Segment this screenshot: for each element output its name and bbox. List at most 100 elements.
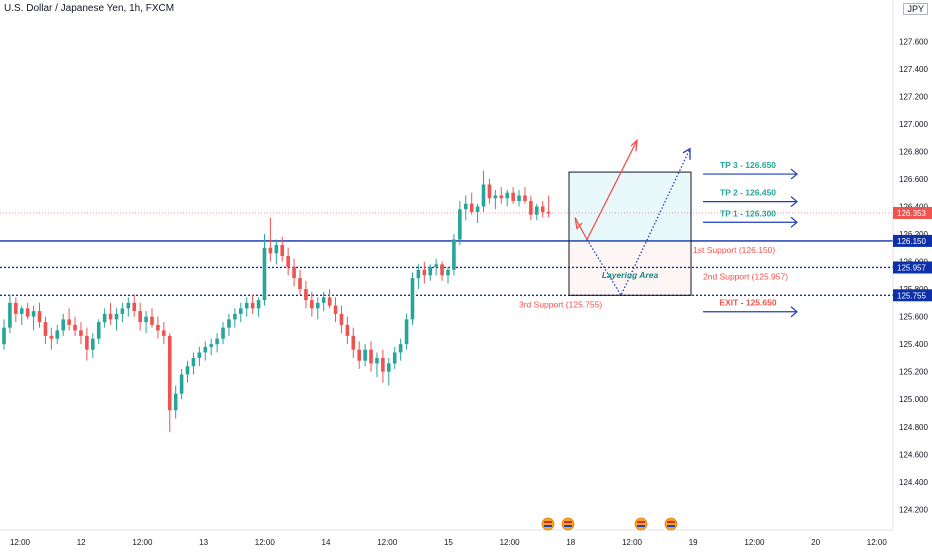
candle-body <box>381 357 385 372</box>
price-tick-label: 127.600 <box>899 37 928 46</box>
price-tick-label: 124.200 <box>899 505 928 514</box>
price-tick-label: 125.000 <box>899 395 928 404</box>
candle-body <box>351 335 356 350</box>
candle-body <box>126 302 131 309</box>
price-tick-label: 127.000 <box>899 120 928 129</box>
event-flag-stripe <box>564 525 572 527</box>
trade-zone <box>568 171 692 296</box>
target-arrow-head <box>790 306 798 318</box>
candle-body <box>203 346 208 353</box>
annotations: Layering Area 1st Support (126.150) 2nd Su… <box>519 160 798 318</box>
layering-zone <box>569 240 691 296</box>
candle-body <box>345 324 350 336</box>
price-tick-label: 127.200 <box>899 92 928 101</box>
candle-body <box>511 192 515 201</box>
price-tick-label: 125.200 <box>899 368 928 377</box>
candle-body <box>410 278 415 320</box>
candle-body <box>8 302 12 328</box>
candle-body <box>49 335 54 339</box>
candle-body <box>138 311 142 323</box>
candle-body <box>96 322 101 339</box>
candle-body <box>179 374 184 394</box>
time-tick-label: 12:00 <box>744 538 765 547</box>
candle-body <box>505 192 509 199</box>
candle-body <box>256 300 261 309</box>
candle-body <box>463 203 468 210</box>
candle-body <box>37 311 42 323</box>
time-tick-label: 12 <box>77 538 86 547</box>
candle-body <box>452 239 456 270</box>
candles <box>2 170 551 433</box>
candle-body <box>523 195 527 201</box>
layering-arrow-head <box>682 147 691 160</box>
price-tick-label: 126.200 <box>899 230 928 239</box>
candle-body <box>286 256 290 268</box>
support-level-tag <box>893 289 932 302</box>
currency-badge[interactable]: JPY <box>903 3 928 15</box>
event-flag-stripe <box>544 525 552 527</box>
time-tick-label: 14 <box>322 538 331 547</box>
price-tick-label: 126.600 <box>899 175 928 184</box>
candle-body <box>31 311 36 317</box>
time-tick-label: 12:00 <box>10 538 31 547</box>
candle-body <box>546 212 551 214</box>
candle-body <box>73 324 77 331</box>
target-label: TP 1 - 126.300 <box>720 208 776 218</box>
candle-body <box>375 357 379 364</box>
price-tick-label: 125.600 <box>899 313 928 322</box>
candle-body <box>2 327 6 345</box>
candle-body <box>173 393 178 411</box>
event-flag-icon <box>634 517 648 531</box>
candle-body <box>369 349 373 364</box>
target-arrow-head <box>790 168 798 180</box>
event-flag-stripe <box>564 521 572 523</box>
candle-body <box>120 308 125 314</box>
event-flag-icon <box>664 517 678 531</box>
time-tick-label: 12:00 <box>500 538 521 547</box>
candle-body <box>185 366 190 375</box>
time-tick-label: 12:00 <box>377 538 398 547</box>
candle-body <box>327 297 332 306</box>
candle-body <box>499 195 504 199</box>
support-annotation: 2nd Support (125.957) <box>703 271 788 281</box>
event-flag-stripe <box>667 521 675 523</box>
candle-body <box>416 269 421 279</box>
support-level-tag <box>893 234 932 247</box>
candle-body <box>167 335 172 411</box>
event-flag-circle <box>664 517 678 531</box>
support-levels <box>0 212 893 296</box>
time-tick-label: 12:00 <box>255 538 276 547</box>
event-flag-stripe <box>637 521 645 523</box>
candle-body <box>434 264 438 268</box>
time-tick-label: 20 <box>811 538 820 547</box>
candle-body <box>428 267 433 276</box>
event-flag-circle <box>561 517 575 531</box>
support-level-tag-label: 125.957 <box>897 263 926 272</box>
support-level-tag-label: 126.150 <box>897 237 926 246</box>
price-tick-label: 125.400 <box>899 340 928 349</box>
candle-body <box>197 352 202 358</box>
candle-body <box>387 363 391 372</box>
candle-body <box>469 203 474 212</box>
time-tick-label: 12:00 <box>132 538 153 547</box>
candle-body <box>280 245 285 257</box>
candle-body <box>132 302 137 312</box>
candle-body <box>61 319 65 331</box>
candle-body <box>274 245 279 254</box>
candle-body <box>458 209 462 240</box>
candle-body <box>446 269 450 276</box>
support-level-tag <box>893 261 932 274</box>
time-tick-label: 12:00 <box>622 538 643 547</box>
candle-body <box>333 305 338 314</box>
event-flag-circle <box>634 517 648 531</box>
zone-border <box>568 171 692 296</box>
target-zone <box>569 172 691 241</box>
candle-body <box>67 319 71 325</box>
candle-body <box>150 316 154 325</box>
projection-paths <box>574 138 691 297</box>
candle-body <box>221 327 225 339</box>
price-axis: 124.200 124.400 124.600 124.800 125.000 125.2… <box>892 0 932 530</box>
current-price-tag <box>893 206 932 219</box>
